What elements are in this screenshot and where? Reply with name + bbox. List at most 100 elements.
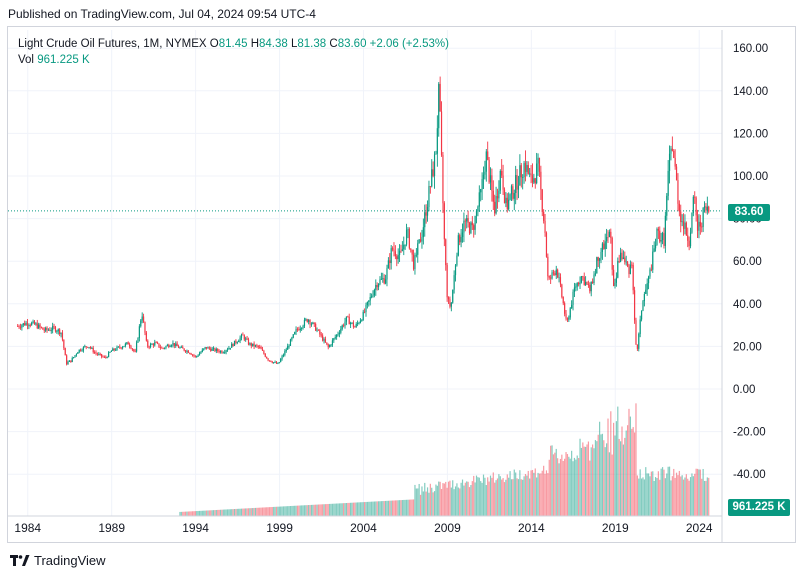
candle-body <box>246 338 248 340</box>
volume-bar <box>362 502 364 516</box>
volume-bar <box>201 510 203 516</box>
candle-body <box>334 337 336 339</box>
candle-body <box>496 196 499 199</box>
volume-bar <box>558 463 560 516</box>
volume-bar <box>706 477 708 516</box>
candle-body <box>217 349 219 352</box>
candle-body <box>668 153 671 171</box>
volume-bar <box>496 478 499 516</box>
candle-body <box>400 250 402 252</box>
candle-body <box>198 353 201 356</box>
volume-bar <box>291 505 293 516</box>
candle-body <box>323 339 325 341</box>
candle-body <box>478 192 480 207</box>
candle-body <box>75 353 78 356</box>
volume-bar <box>436 485 438 516</box>
volume-bar <box>617 406 619 516</box>
candle-body <box>292 334 294 338</box>
candle-body <box>596 257 598 274</box>
candle-body <box>22 323 24 326</box>
volume-bar <box>590 447 592 516</box>
candle-body <box>119 346 121 348</box>
legend-volume-row: Vol 961.225 K <box>18 52 449 68</box>
candle-body <box>134 350 136 352</box>
legend-volume: 961.225 K <box>37 54 90 66</box>
volume-bar <box>336 503 338 516</box>
candle-body <box>54 327 57 332</box>
volume-bar <box>695 468 697 516</box>
volume-bar <box>238 508 240 516</box>
candle-body <box>604 241 606 250</box>
legend-open: 81.45 <box>218 38 248 50</box>
volume-bar <box>519 470 521 516</box>
volume-bar <box>489 475 492 516</box>
candle-body <box>344 321 346 326</box>
candle-body <box>357 323 359 325</box>
candle-body <box>419 239 422 242</box>
candle-body <box>369 297 371 301</box>
candle-body <box>555 269 557 275</box>
candle-body <box>445 239 447 266</box>
candle-body <box>559 277 562 285</box>
volume-bar <box>537 472 539 516</box>
volume-bar <box>471 481 473 516</box>
legend-high-key: H <box>250 38 259 50</box>
candle-body <box>226 349 229 351</box>
volume-bar <box>245 508 247 516</box>
volume-bar <box>305 505 307 516</box>
candle-body <box>127 342 129 345</box>
candle-body <box>38 324 40 329</box>
candle-body <box>149 344 152 348</box>
candle-body <box>452 289 454 303</box>
candle-body <box>28 325 30 326</box>
volume-bar <box>460 482 462 516</box>
candle-body <box>650 269 652 271</box>
candle-body <box>46 327 48 330</box>
candle-body <box>643 294 645 302</box>
legend-high: 84.38 <box>259 38 288 50</box>
candle-body <box>387 260 389 269</box>
volume-bar <box>450 487 452 516</box>
volume-bar <box>625 430 627 516</box>
candle-body <box>544 220 546 233</box>
candle-body <box>464 220 466 222</box>
volume-bar <box>466 481 468 516</box>
candle-body <box>110 350 113 352</box>
candle-body <box>25 322 27 326</box>
chart-frame[interactable] <box>7 26 796 543</box>
candle-body <box>629 264 631 275</box>
candle-body <box>172 343 174 346</box>
volume-bar <box>603 440 605 516</box>
volume-bar <box>615 421 617 516</box>
y-axis: 160.00140.00120.00100.0080.0060.0040.002… <box>721 30 768 542</box>
candle-body <box>435 153 437 155</box>
volume-bar <box>629 416 631 516</box>
volume-bar <box>322 504 324 516</box>
volume-bar <box>289 506 292 516</box>
candle-body <box>366 301 368 305</box>
volume-bar <box>604 447 606 516</box>
volume-bar <box>183 511 185 516</box>
candle-body <box>282 354 285 357</box>
candle-body <box>466 218 468 222</box>
candle-body <box>653 248 655 252</box>
candle-body <box>474 215 476 230</box>
candle-body <box>443 203 445 240</box>
volume-bar <box>467 481 469 516</box>
candle-body <box>645 289 647 295</box>
footer-brand[interactable]: TradingView <box>10 553 106 568</box>
candle-body <box>671 148 673 151</box>
candle-body <box>425 212 427 216</box>
volume-bar <box>302 505 304 516</box>
volume-bar <box>631 428 633 516</box>
candle-body <box>338 332 341 335</box>
candle-body <box>368 300 370 302</box>
y-tick-label: 60.00 <box>733 256 762 268</box>
volume-bar <box>659 479 661 516</box>
candle-body <box>379 279 381 285</box>
volume-bar <box>529 478 531 516</box>
published-header: Published on TradingView.com, Jul 04, 20… <box>8 7 316 21</box>
candle-body <box>184 350 187 352</box>
volume-bar <box>596 441 598 516</box>
